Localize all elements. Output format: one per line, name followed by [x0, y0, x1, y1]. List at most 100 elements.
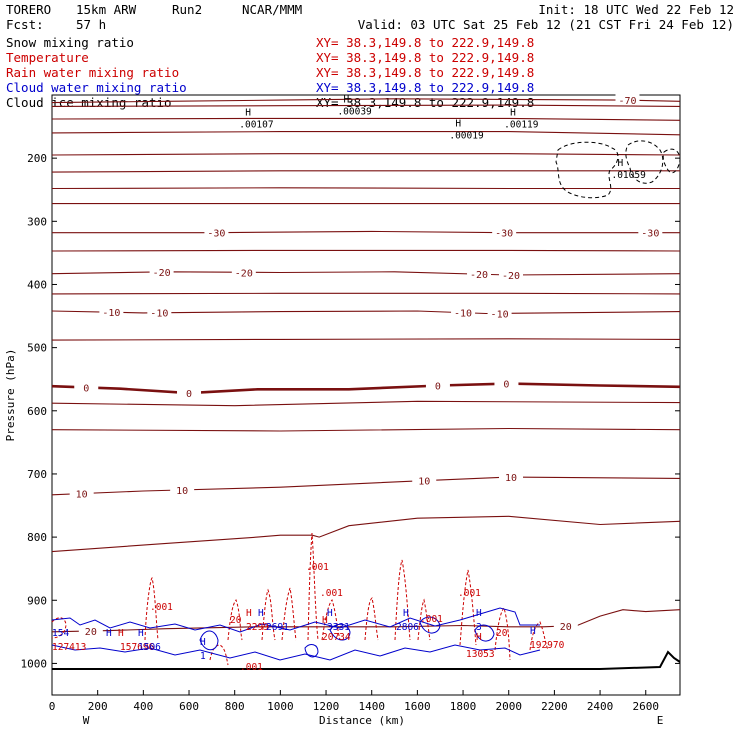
model-name: TORERO	[6, 2, 51, 17]
isotherm-line	[51, 170, 680, 173]
isotherm-label: 10	[76, 490, 88, 501]
isotherm-line	[51, 117, 681, 121]
maximum-marker-value: .00107	[239, 119, 273, 130]
field-name-temperature: Temperature	[6, 50, 89, 65]
maximum-marker-value: .00119	[504, 119, 539, 130]
rain-water-cell-8	[417, 598, 431, 641]
cw-marker-1-letter: H	[106, 628, 112, 639]
isotherm-line	[51, 249, 681, 252]
isotherm-label-bg	[467, 268, 492, 281]
isotherm-line	[51, 187, 680, 190]
rw-marker-3-value: 2299	[246, 622, 269, 633]
isotherm-line	[51, 271, 681, 276]
isotherm-line	[51, 338, 681, 341]
field-xy-cloud-water: XY= 38.3,149.8 to 222.9,149.8	[316, 80, 534, 95]
cw-marker-2-value: 1506	[138, 642, 161, 653]
maximum-marker-letter: H	[455, 119, 461, 130]
rw-label-20: 20	[230, 615, 242, 626]
x-tick-label: 400	[133, 700, 153, 713]
y-tick-label: 800	[27, 531, 47, 544]
isotherm-label: -30	[641, 229, 659, 240]
isotherm-label: -20	[470, 270, 488, 281]
isotherm-line	[51, 382, 681, 395]
isotherm-label: 20	[85, 627, 97, 638]
cloud-water-cell-2	[329, 623, 351, 641]
east-label: E	[657, 714, 664, 727]
rain-water-cell-12	[209, 644, 229, 666]
isotherm-label-bg	[499, 268, 524, 281]
x-tick-label: 1000	[267, 700, 294, 713]
isotherm-label: 0	[83, 383, 89, 394]
rw-marker-4-letter: H	[322, 615, 328, 626]
y-tick-label: 300	[27, 215, 47, 228]
isotherm-label-bg	[492, 226, 517, 239]
rain-water-cell-11	[529, 621, 549, 651]
rw-label-001-c: .001	[320, 588, 343, 599]
plot-frame	[51, 94, 681, 696]
cw-marker-3-value: 1	[200, 651, 206, 662]
cw-marker-4-value: 2691	[266, 622, 289, 633]
y-tick-label: 600	[27, 405, 47, 418]
temperature-isotherms: -70 -30 -30 -30 -20 -20 -20 -20 -10 -10 -10 -10 0 0 0 0…	[51, 94, 681, 638]
isotherm-label-bg	[177, 387, 202, 400]
isotherm-line	[52, 230, 680, 234]
cw-marker-1-value: 154	[52, 628, 69, 639]
rw-marker-6-value: 192970	[530, 640, 565, 651]
rain-water-cell-10	[494, 607, 511, 661]
isotherm-label-bg	[499, 471, 524, 484]
run-label: Run2	[172, 2, 202, 17]
rw-label-001-b: .001	[306, 562, 329, 573]
rain-water-cell-4	[281, 587, 297, 641]
isotherm-label-bg	[78, 624, 103, 637]
rw-marker-4-value: 20734	[322, 632, 351, 643]
rain-water-cell-7	[394, 559, 411, 641]
isotherm-label-bg	[494, 377, 519, 390]
isotherm-label: -70	[618, 96, 636, 107]
cloud-water-cell-4	[474, 624, 495, 642]
resolution: 15km ARW	[76, 2, 137, 17]
y-tick-label: 1000	[21, 657, 48, 670]
rain-water-cell-3	[261, 588, 276, 641]
isotherm-line	[51, 292, 681, 295]
isotherm-label: -20	[235, 268, 253, 279]
x-tick-label: 2400	[587, 700, 614, 713]
rw-marker-3-letter: H	[246, 608, 252, 619]
cloud-water-contours	[51, 607, 541, 661]
x-tick-label: 800	[225, 700, 245, 713]
isotherm-line	[51, 515, 681, 553]
y-axis-label: Pressure (hPa)	[4, 349, 17, 442]
cw-marker-3-letter: H	[200, 637, 206, 648]
cloud-water-band-top	[51, 607, 540, 633]
maximum-marker-letter: H	[617, 158, 623, 169]
isotherm-line	[51, 400, 681, 407]
x-tick-label: 200	[88, 700, 108, 713]
org-label: NCAR/MMM	[242, 2, 302, 17]
maximum-marker-letter: H	[343, 95, 349, 106]
cloud-water-cell-5	[304, 644, 319, 658]
maximum-marker-value: .00019	[449, 131, 484, 142]
isotherm-label: 0	[186, 389, 192, 400]
x-axis-label: Distance (km)	[319, 714, 405, 727]
maximum-marker-letter: H	[245, 107, 251, 118]
cloud-ice-region-1	[555, 141, 619, 199]
x-tick-label: 1400	[358, 700, 385, 713]
rw-marker-5-value: 13053	[466, 649, 495, 660]
x-tick-label: 1200	[313, 700, 340, 713]
isotherm-line	[51, 427, 681, 432]
isotherm-label-bg	[487, 307, 512, 320]
field-xy-snow: XY= 38.3,149.8 to 222.9,149.8	[316, 35, 534, 50]
y-tick-label: 700	[27, 468, 47, 481]
x-tick-label: 2000	[495, 700, 522, 713]
rain-water-tower	[307, 532, 319, 641]
isotherm-label: -10	[491, 309, 509, 320]
rw-marker-1-value: 127413	[52, 642, 86, 653]
isotherm-label: 10	[176, 486, 188, 497]
cw-marker-7-letter: H	[476, 608, 482, 619]
x-tick-label: 1600	[404, 700, 431, 713]
fcst-value: 57 h	[76, 17, 106, 32]
isotherm-line	[51, 131, 681, 136]
rw-label-20-b: 20	[496, 628, 508, 639]
maximum-marker-letter: H	[510, 107, 516, 118]
isotherm-label-bg	[425, 379, 450, 392]
isotherm-label: 20	[560, 622, 572, 633]
